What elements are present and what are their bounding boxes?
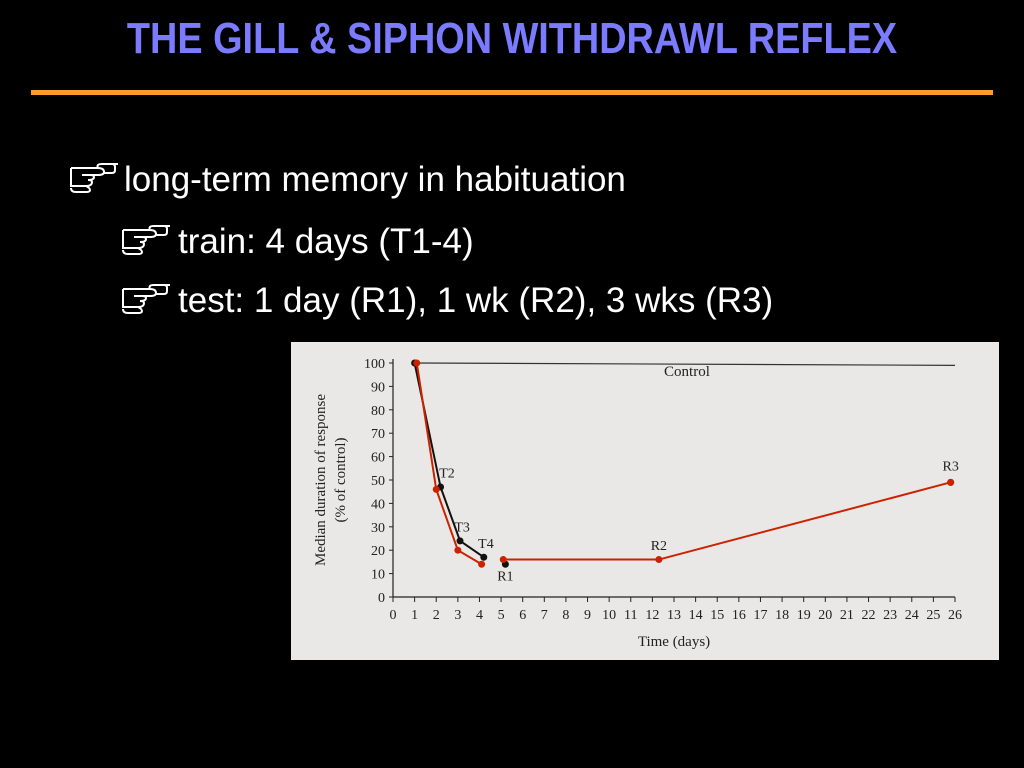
y-tick-label: 90: [371, 380, 385, 395]
series-black-line: [413, 362, 485, 559]
y-tick-label: 100: [364, 357, 385, 372]
bullet-text: long-term memory in habituation: [124, 160, 626, 199]
x-tick-label: 10: [602, 608, 616, 623]
y-tick-label: 40: [371, 497, 385, 512]
series-black-point: [480, 553, 488, 561]
series-red-point: [947, 478, 955, 486]
y-tick-label: 0: [378, 591, 385, 606]
x-tick-label: 21: [840, 608, 854, 623]
y-tick-label: 70: [371, 427, 385, 442]
x-axis-label: Time (days): [638, 634, 710, 650]
bullet-item-1: long-term memory in habituation: [68, 160, 626, 200]
series-red-point: [478, 560, 486, 568]
point-annotation-r1: R1: [497, 570, 513, 585]
point-annotation-t2: T2: [439, 467, 455, 482]
y-tick-label: 80: [371, 404, 385, 419]
point-annotation-r2: R2: [651, 539, 667, 554]
x-tick-label: 19: [797, 608, 811, 623]
y-tick-label: 10: [371, 568, 385, 583]
x-tick-label: 25: [926, 608, 940, 623]
x-tick-label: 8: [562, 608, 569, 623]
y-tick-label: 60: [371, 451, 385, 466]
bullet-text: test: 1 day (R1), 1 wk (R2), 3 wks (R3): [178, 281, 774, 320]
x-tick-label: 16: [732, 608, 746, 623]
y-tick-label: 50: [371, 474, 385, 489]
y-axis-label: Median duration of response: [313, 394, 329, 566]
series-red-point: [432, 485, 440, 493]
pointing-hand-icon: [68, 160, 120, 194]
habituation-chart: 0 10 20 30 40 50 60 70 80 90 100 0 1 2 3 4 5 6 7 8 9 10 11 12 13…: [291, 342, 999, 660]
series-red-line: [503, 481, 951, 561]
x-tick-label: 13: [667, 608, 681, 623]
x-tick-label: 6: [519, 608, 526, 623]
slide-title: THE GILL & SIPHON WITHDRAWL REFLEX: [126, 14, 898, 63]
x-tick-label: 9: [584, 608, 591, 623]
x-tick-label: 12: [645, 608, 659, 623]
x-tick-label: 26: [948, 608, 962, 623]
x-tick-label: 1: [411, 608, 418, 623]
x-tick-label: 23: [883, 608, 897, 623]
point-annotation-r3: R3: [943, 460, 959, 475]
x-tick-label: 20: [818, 608, 832, 623]
x-tick-label: 5: [498, 608, 505, 623]
bullet-text: train: 4 days (T1-4): [178, 222, 474, 261]
point-annotation-t3: T3: [454, 520, 470, 535]
series-red-point: [655, 556, 663, 564]
x-tick-label: 11: [624, 608, 637, 623]
x-tick-label: 2: [433, 608, 440, 623]
y-tick-label: 20: [371, 544, 385, 559]
control-line: [414, 362, 956, 366]
series-red-point: [499, 556, 507, 564]
series-red-point: [454, 546, 462, 554]
x-tick-label: 22: [862, 608, 876, 623]
y-tick-label: 30: [371, 521, 385, 536]
x-tick-label: 18: [775, 608, 789, 623]
pointing-hand-icon: [120, 222, 174, 256]
title-underline: [31, 90, 993, 95]
series-red-point: [413, 359, 421, 367]
point-annotation-t4: T4: [478, 537, 494, 552]
x-tick-label: 14: [689, 608, 703, 623]
x-tick-label: 24: [905, 608, 919, 623]
x-tick-label: 4: [476, 608, 483, 623]
bullet-item-3: test: 1 day (R1), 1 wk (R2), 3 wks (R3): [120, 281, 773, 321]
y-axis-sublabel: (% of control): [333, 438, 349, 523]
pointing-hand-icon: [120, 281, 174, 315]
x-tick-label: 15: [710, 608, 724, 623]
series-black-point: [456, 537, 464, 545]
control-label: Control: [664, 364, 710, 380]
x-tick-label: 17: [753, 608, 767, 623]
x-tick-label: 7: [541, 608, 548, 623]
bullet-item-2: train: 4 days (T1-4): [120, 222, 474, 262]
x-tick-label: 3: [454, 608, 461, 623]
x-tick-label: 0: [390, 608, 397, 623]
series-red-line: [415, 362, 483, 566]
